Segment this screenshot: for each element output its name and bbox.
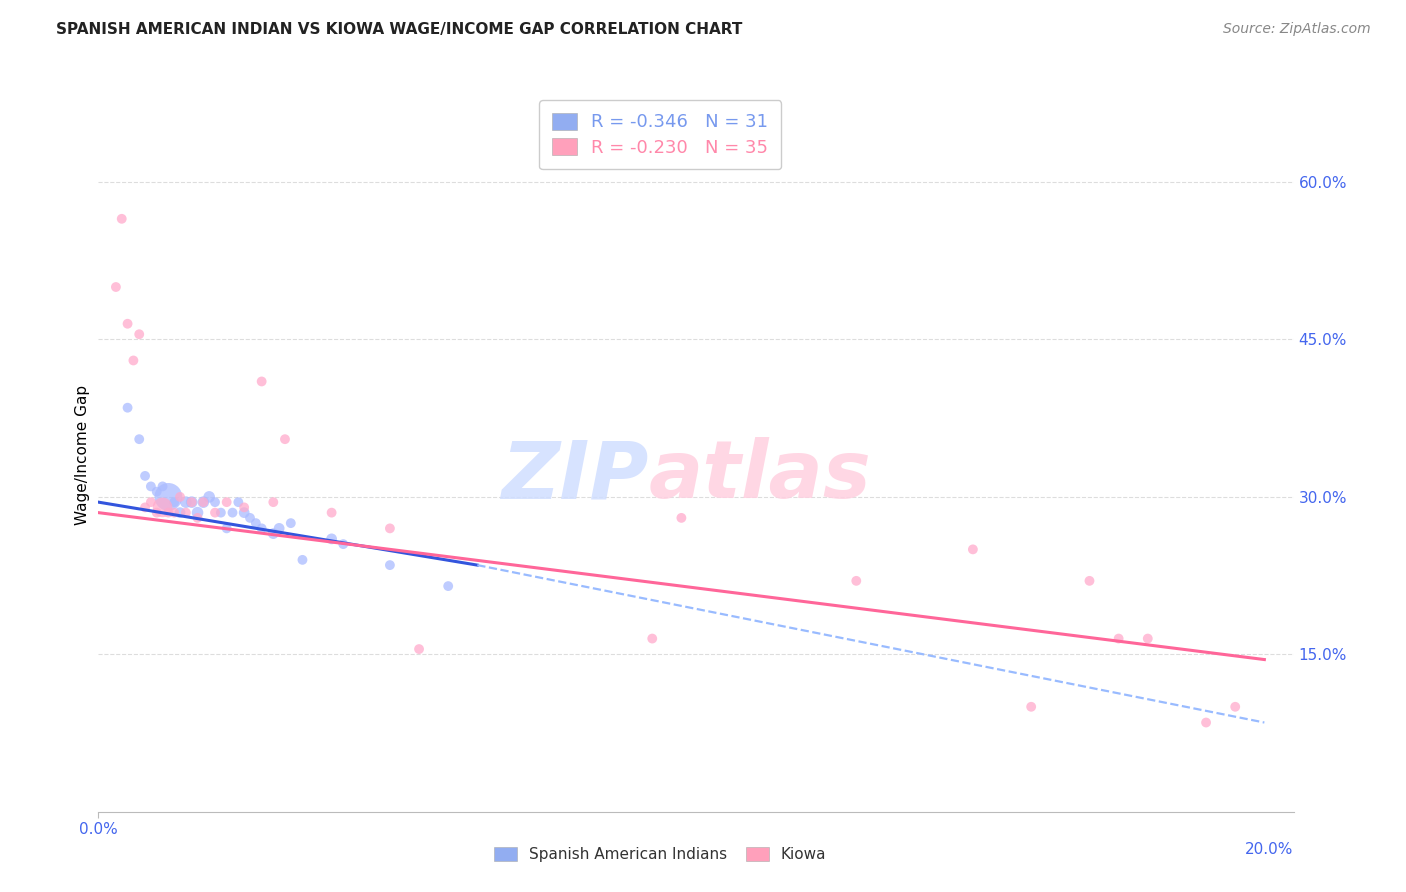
Point <box>221 506 243 520</box>
Point <box>122 353 145 368</box>
Point <box>245 516 267 530</box>
Point <box>215 495 238 509</box>
Point <box>186 511 208 525</box>
Point <box>1078 574 1101 588</box>
Y-axis label: Wage/Income Gap: Wage/Income Gap <box>75 384 90 525</box>
Point <box>193 495 215 509</box>
Point <box>193 495 215 509</box>
Point <box>163 506 186 520</box>
Point <box>280 516 302 530</box>
Point <box>209 506 232 520</box>
Point <box>291 553 314 567</box>
Point <box>1108 632 1130 646</box>
Point <box>157 506 180 520</box>
Text: atlas: atlas <box>648 437 870 516</box>
Point <box>1136 632 1159 646</box>
Point <box>437 579 460 593</box>
Text: Source: ZipAtlas.com: Source: ZipAtlas.com <box>1223 22 1371 37</box>
Point <box>378 558 401 573</box>
Point <box>134 469 156 483</box>
Point <box>204 506 226 520</box>
Point <box>128 327 150 342</box>
Point <box>145 506 167 520</box>
Point <box>134 500 156 515</box>
Point <box>174 506 197 520</box>
Point <box>1195 715 1218 730</box>
Text: ZIP: ZIP <box>501 437 648 516</box>
Point <box>233 500 256 515</box>
Point <box>321 532 343 546</box>
Point <box>1019 699 1042 714</box>
Point <box>671 511 693 525</box>
Point <box>117 317 139 331</box>
Legend: Spanish American Indians, Kiowa: Spanish American Indians, Kiowa <box>488 840 832 868</box>
Point <box>111 211 134 226</box>
Point <box>204 495 226 509</box>
Point <box>139 495 162 509</box>
Point <box>174 495 197 509</box>
Point <box>198 490 221 504</box>
Point <box>962 542 984 557</box>
Point <box>262 495 284 509</box>
Point <box>180 495 202 509</box>
Point <box>186 506 208 520</box>
Point <box>128 432 150 446</box>
Text: SPANISH AMERICAN INDIAN VS KIOWA WAGE/INCOME GAP CORRELATION CHART: SPANISH AMERICAN INDIAN VS KIOWA WAGE/IN… <box>56 22 742 37</box>
Point <box>117 401 139 415</box>
Point <box>262 526 284 541</box>
Point <box>250 521 273 535</box>
Point <box>641 632 664 646</box>
Point <box>157 490 180 504</box>
Point <box>163 495 186 509</box>
Text: 20.0%: 20.0% <box>1246 842 1294 857</box>
Point <box>332 537 354 551</box>
Point <box>1225 699 1247 714</box>
Point <box>408 642 430 657</box>
Point <box>104 280 127 294</box>
Point <box>321 506 343 520</box>
Point <box>180 495 202 509</box>
Point <box>378 521 401 535</box>
Point <box>250 375 273 389</box>
Point <box>152 500 174 515</box>
Point <box>233 506 256 520</box>
Point <box>228 495 250 509</box>
Point <box>239 511 262 525</box>
Point <box>269 521 291 535</box>
Point <box>145 484 167 499</box>
Point <box>152 479 174 493</box>
Point <box>139 479 162 493</box>
Point <box>274 432 297 446</box>
Point <box>169 490 191 504</box>
Point <box>215 521 238 535</box>
Point <box>169 506 191 520</box>
Point <box>845 574 868 588</box>
